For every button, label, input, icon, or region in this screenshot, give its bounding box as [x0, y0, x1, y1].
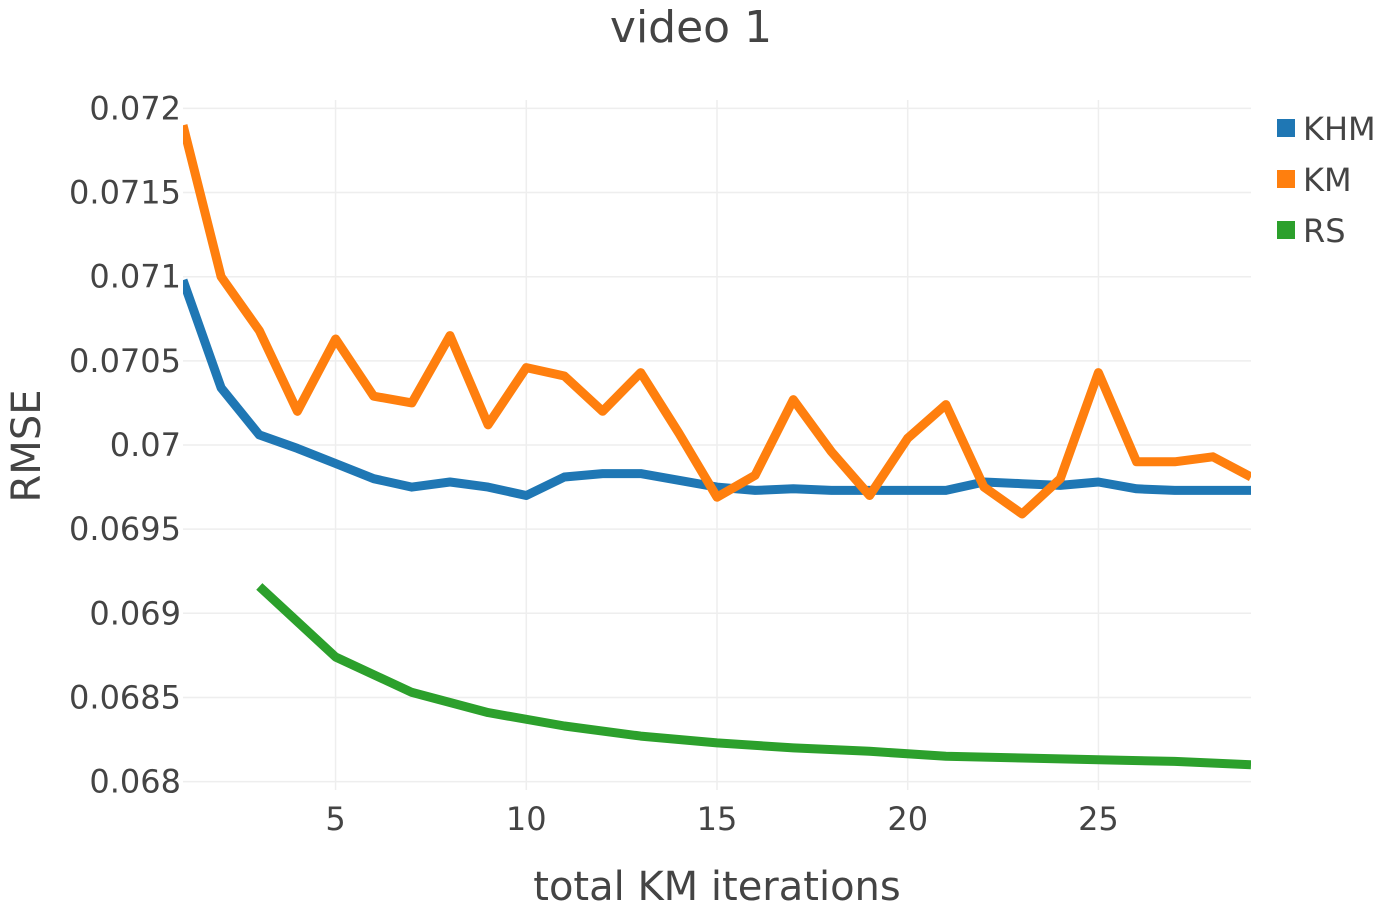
y-tick-label: 0.069 [89, 594, 181, 632]
legend-item-rs[interactable]: RS [1277, 212, 1346, 250]
legend-item-km[interactable]: KM [1277, 161, 1352, 199]
y-tick-label: 0.0705 [69, 342, 181, 380]
series-line-rs [256, 583, 1251, 770]
y-tick-label: 0.071 [89, 258, 181, 296]
series-lines [183, 124, 1251, 770]
series-line-km [183, 124, 1251, 519]
y-tick-label: 0.0685 [69, 678, 181, 716]
y-tick-label: 0.07 [110, 426, 181, 464]
x-axis-title: total KM iterations [533, 864, 900, 907]
legend-label: RS [1303, 212, 1346, 250]
y-tick-label: 0.0695 [69, 510, 181, 548]
y-tick-label: 0.072 [89, 89, 181, 127]
legend-label: KM [1303, 161, 1352, 199]
x-tick-label: 25 [1078, 800, 1119, 838]
series-line-khm [183, 278, 1251, 500]
y-tick-label: 0.0715 [69, 174, 181, 212]
x-tick-label: 5 [325, 800, 345, 838]
legend-swatch [1277, 119, 1295, 137]
x-tick-label: 10 [506, 800, 547, 838]
chart-title: video 1 [610, 2, 772, 53]
y-axis-title: RMSE [4, 390, 50, 503]
legend-item-khm[interactable]: KHM [1277, 110, 1376, 148]
x-tick-labels: 5 10 15 20 25 [325, 800, 1118, 838]
x-tick-label: 20 [887, 800, 928, 838]
legend[interactable]: KHM KM RS [1277, 110, 1376, 250]
y-tick-labels: 0.068 0.0685 0.069 0.0695 0.07 0.0705 0.071 0.0… [69, 89, 181, 800]
gridlines [183, 100, 1251, 790]
y-tick-label: 0.068 [89, 763, 181, 801]
x-tick-label: 15 [697, 800, 738, 838]
legend-label: KHM [1303, 110, 1376, 148]
legend-swatch [1277, 170, 1295, 188]
legend-swatch [1277, 221, 1295, 239]
